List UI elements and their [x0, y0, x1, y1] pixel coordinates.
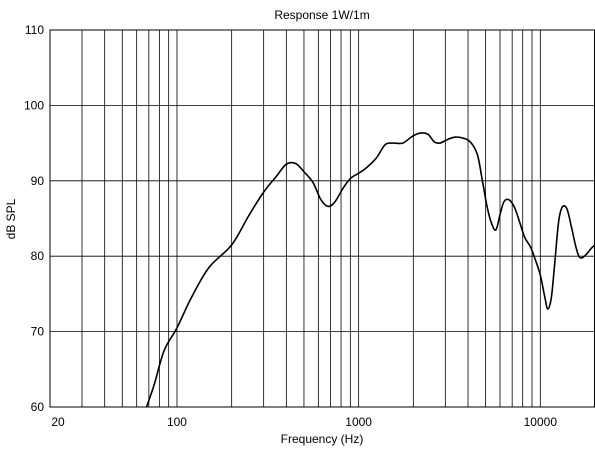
- y-tick-label: 100: [24, 98, 44, 112]
- y-tick-label: 90: [31, 174, 45, 188]
- x-axis-tick-labels: 20 100 1000 10000: [51, 415, 557, 429]
- grid: [50, 30, 595, 407]
- x-tick-label: 100: [167, 415, 187, 429]
- x-tick-label: 10000: [524, 415, 558, 429]
- x-tick-label: 1000: [345, 415, 372, 429]
- y-tick-label: 110: [25, 23, 44, 37]
- series-line: [145, 132, 595, 408]
- x-tick-label: 20: [51, 415, 65, 429]
- x-axis-title: Frequency (Hz): [281, 432, 364, 446]
- y-tick-label: 70: [31, 325, 45, 339]
- chart-title: Response 1W/1m: [274, 8, 369, 22]
- y-tick-label: 80: [31, 249, 45, 263]
- y-tick-label: 60: [31, 400, 45, 414]
- y-axis-tick-labels: 60 70 80 90 100 110: [24, 23, 44, 414]
- y-axis-title: dB SPL: [4, 198, 18, 239]
- plot-frame: [49, 29, 595, 408]
